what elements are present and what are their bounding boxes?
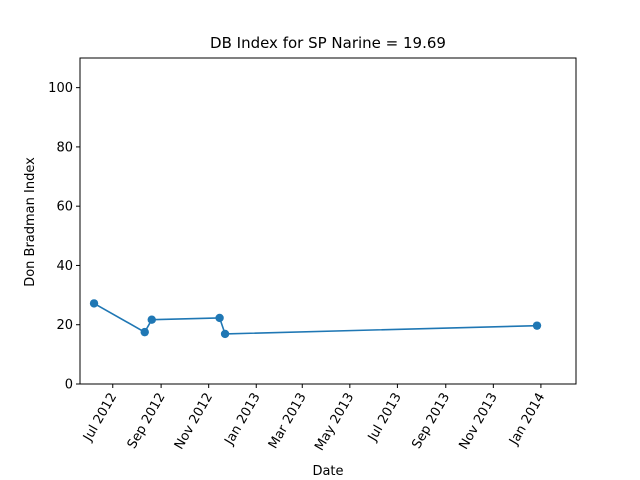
data-point <box>140 327 149 337</box>
data-point <box>532 321 542 330</box>
y-tick-label: 60 <box>56 200 73 215</box>
data-point <box>215 313 224 323</box>
x-axis-title: Date <box>312 464 343 479</box>
data-point <box>220 329 230 339</box>
y-tick-label: 40 <box>56 259 73 274</box>
axes-frame <box>79 57 577 385</box>
series-line <box>93 302 538 335</box>
y-tick-label: 80 <box>56 140 73 155</box>
y-tick-label: 20 <box>56 318 73 333</box>
y-tick-label: 100 <box>48 81 73 96</box>
data-point <box>89 299 99 308</box>
y-axis-title: Don Bradman Index <box>23 157 38 287</box>
data-point <box>147 315 156 324</box>
chart-title: DB Index for SP Narine = 19.69 <box>210 34 446 52</box>
y-tick-label: 0 <box>65 378 73 393</box>
